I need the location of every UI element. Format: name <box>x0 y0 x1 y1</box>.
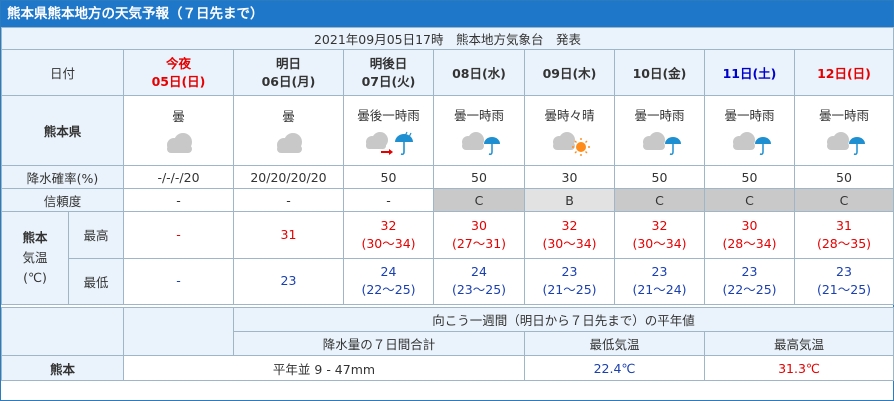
pop-cell: 30 <box>524 165 615 189</box>
weather-cell: 曇一時雨 <box>704 95 795 166</box>
pop-cell: 50 <box>343 165 434 189</box>
date-cell: 10日(金) <box>614 49 705 96</box>
max-temp-cell: 30 (28～34) <box>704 211 795 259</box>
reliability-label: 信頼度 <box>1 188 124 212</box>
temp-label-block: 熊本 気温 (℃) 最高 最低 <box>1 211 124 305</box>
pop-label: 降水確率(%) <box>1 165 124 189</box>
date-label: 日付 <box>1 49 124 96</box>
city-label: 熊本 <box>22 230 48 245</box>
weather-cell: 曇一時雨 <box>433 95 525 166</box>
reliability-cell: C <box>433 188 525 212</box>
min-temp-cell: 23 (21～25) <box>794 257 894 305</box>
max-temp-cell: 32 (30～34) <box>614 211 705 259</box>
normals-max-value: 31.3℃ <box>703 355 894 381</box>
weather-cell: 曇一時雨 <box>794 95 894 166</box>
date-cell: 明日 06日(月) <box>233 49 344 96</box>
max-label: 最高 <box>69 212 123 259</box>
temp-label: 気温 <box>22 250 48 265</box>
pop-cell: 50 <box>794 165 894 189</box>
max-temp-cell: 32 (30～34) <box>524 211 615 259</box>
forecast-table: 2021年09月05日17時 熊本地方気象台 発表 日付 今夜 05日(日) 明日… <box>1 27 894 305</box>
pop-cell: 50 <box>614 165 705 189</box>
weather-cell: 曇一時雨 <box>614 95 705 166</box>
normals-city-label: 熊本 <box>1 355 124 381</box>
temp-unit-label: (℃) <box>23 270 47 285</box>
min-label: 最低 <box>83 274 109 290</box>
cloud-rain-icon <box>462 132 500 155</box>
min-temp-cell: 23 (22～25) <box>704 257 795 305</box>
pop-cell: 20/20/20/20 <box>233 165 344 189</box>
max-temp-cell: - <box>123 211 234 259</box>
date-cell: 08日(水) <box>433 49 525 96</box>
normals-header: 向こう一週間（明日から７日先まで）の平年値 <box>232 307 894 332</box>
cloud-rain-icon <box>827 132 865 155</box>
min-temp-row: - 23 24 (22～25) 24 (23～25) 23 (21～25) 23 (21… <box>2 257 894 305</box>
min-temp-cell: 23 (21～25) <box>524 257 615 305</box>
min-temp-cell: 24 (23～25) <box>433 257 525 305</box>
min-temp-cell: 23 <box>233 257 344 305</box>
min-temp-cell: 23 (21～24) <box>614 257 705 305</box>
weather-cell: 曇後一時雨 <box>343 95 434 166</box>
date-row: 日付 今夜 05日(日) 明日 06日(月) 明後日 07日(火) 08日(水) 09… <box>1 49 894 96</box>
issued-line: 2021年09月05日17時 熊本地方気象台 発表 <box>1 27 894 50</box>
max-temp-row: 熊本 気温 (℃) 最高 最低 - 31 32 (30～34) 30 (27～31)… <box>1 211 894 305</box>
cloud-rain-icon <box>732 132 771 155</box>
normals-min-value: 22.4℃ <box>524 355 705 381</box>
normals-precip-value: 平年並 9 - 47mm <box>123 355 525 381</box>
max-temp-cell: 31 <box>233 211 344 259</box>
pop-row: 降水確率(%) -/-/-/20 20/20/20/20 50 50 30 50… <box>1 165 894 189</box>
weather-cell: 曇 <box>233 95 344 166</box>
normals-row: 熊本 平年並 9 - 47mm 22.4℃ 31.3℃ <box>1 355 894 381</box>
cloud-icon <box>166 133 192 153</box>
date-cell: 11日(土) <box>704 49 795 96</box>
reliability-row: 信頼度 - - - C B C C C <box>1 188 894 212</box>
cloud-sun-icon <box>552 132 590 156</box>
cloud-then-rain-icon <box>365 131 413 156</box>
reliability-cell: - <box>233 188 344 212</box>
weather-cell: 曇 <box>123 95 234 166</box>
cloud-rain-icon <box>642 132 681 155</box>
reliability-cell: C <box>794 188 894 212</box>
normals-min-header: 最低気温 <box>524 331 705 356</box>
cloud-icon <box>276 133 302 153</box>
date-cell: 明後日 07日(火) <box>343 49 434 96</box>
reliability-cell: - <box>343 188 434 212</box>
weather-cell: 曇時々晴 <box>524 95 615 166</box>
max-temp-cell: 32 (30～34) <box>343 211 434 259</box>
page-title: 熊本県熊本地方の天気予報（７日先まで） <box>1 1 893 27</box>
normals-precip-header: 降水量の７日間合計 <box>233 331 525 356</box>
min-temp-cell: 24 (22～25) <box>343 257 434 305</box>
reliability-cell: C <box>704 188 795 212</box>
max-temp-cell: 31 (28～35) <box>794 211 894 259</box>
normals-max-header: 最高気温 <box>703 331 894 356</box>
reliability-cell: B <box>524 188 615 212</box>
normals-table: 向こう一週間（明日から７日先まで）の平年値 降水量の７日間合計 最低気温 最高気… <box>1 307 894 381</box>
date-cell: 09日(木) <box>524 49 615 96</box>
pop-cell: -/-/-/20 <box>123 165 234 189</box>
reliability-cell: - <box>123 188 234 212</box>
region-label: 熊本県 <box>1 95 124 166</box>
pop-cell: 50 <box>433 165 525 189</box>
pop-cell: 50 <box>704 165 795 189</box>
weather-row: 熊本県 曇 曇 曇後一時雨 曇一時雨 <box>1 95 894 166</box>
normals-empty-2 <box>123 307 234 356</box>
date-cell: 今夜 05日(日) <box>123 49 234 96</box>
min-temp-cell: - <box>123 257 234 305</box>
reliability-cell: C <box>614 188 705 212</box>
max-temp-cell: 30 (27～31) <box>433 211 525 259</box>
date-cell: 12日(日) <box>794 49 894 96</box>
normals-empty-1 <box>1 307 124 356</box>
